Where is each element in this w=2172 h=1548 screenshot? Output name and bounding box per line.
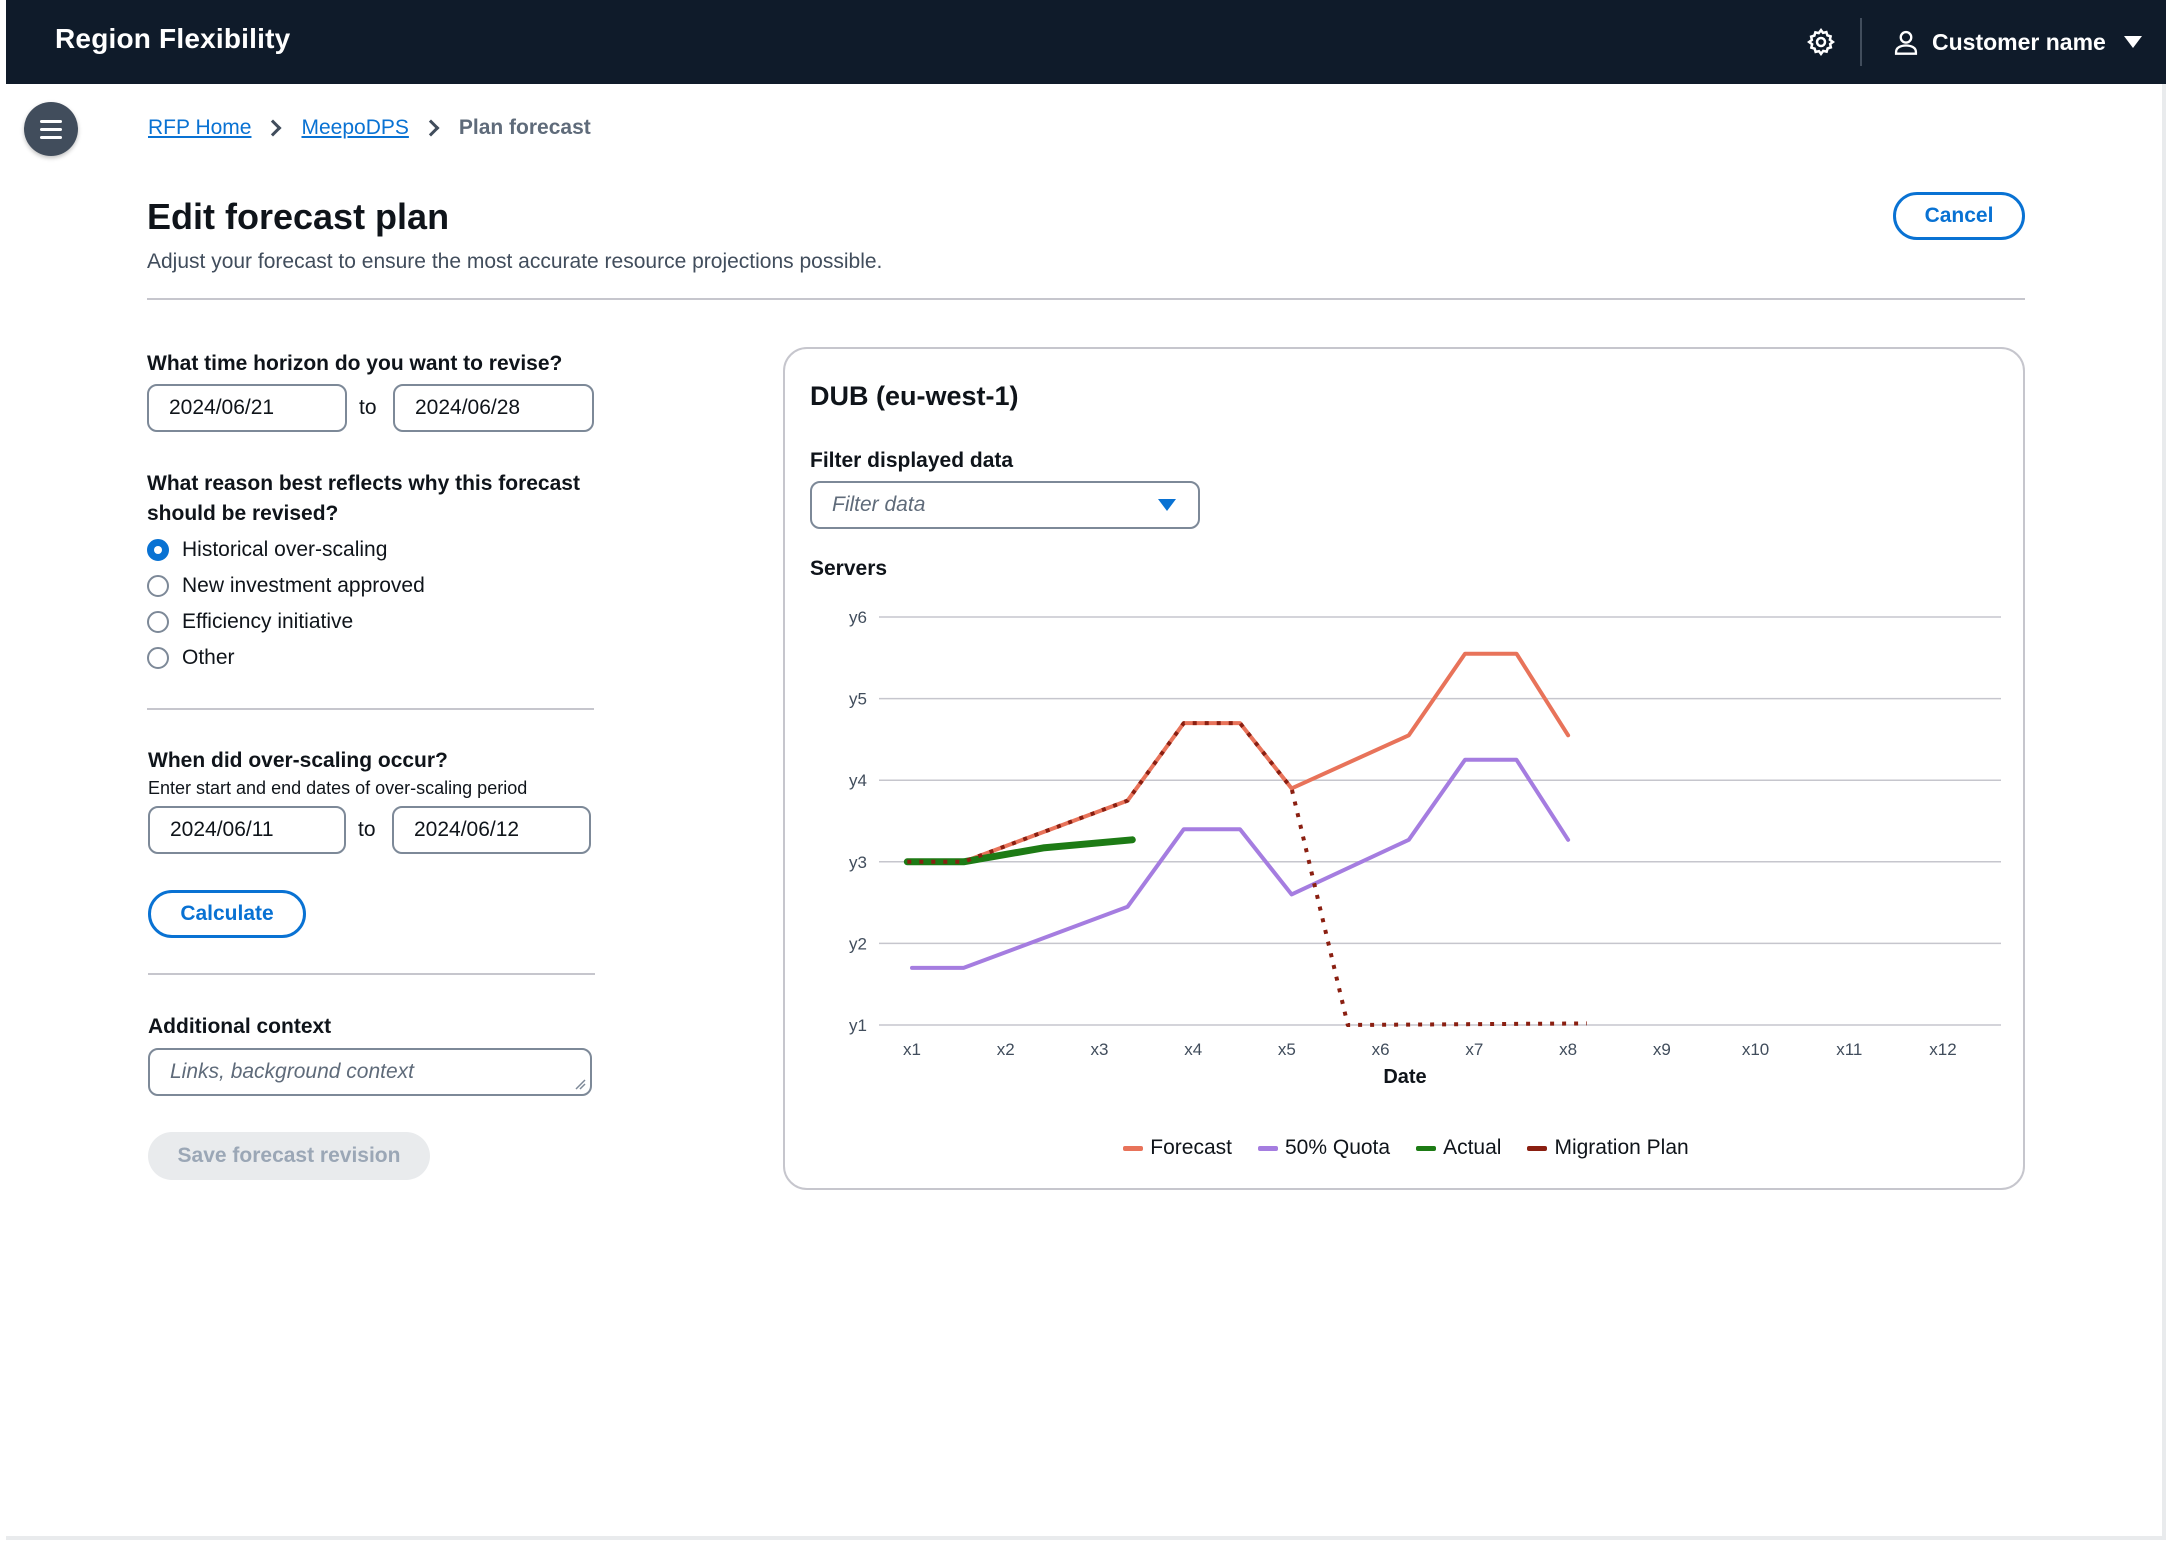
legend-label: Migration Plan xyxy=(1554,1136,1689,1159)
y-tick-label: y2 xyxy=(849,934,867,953)
reason-option-other[interactable]: Other xyxy=(147,646,235,670)
context-label: Additional context xyxy=(148,1015,332,1038)
header-divider xyxy=(147,298,2025,300)
legend-label: Actual xyxy=(1443,1136,1502,1159)
page-title: Edit forecast plan xyxy=(147,196,450,237)
overscaling-hint: Enter start and end dates of over-scalin… xyxy=(148,778,528,798)
legend-swatch xyxy=(1416,1145,1437,1151)
x-tick-label: x9 xyxy=(1653,1040,1671,1059)
top-navigation-bar: Region Flexibility Customer name xyxy=(6,0,2166,84)
chevron-right-icon xyxy=(422,119,440,137)
breadcrumb-link-service[interactable]: MeepoDPS xyxy=(301,116,409,139)
save-forecast-revision-button[interactable]: Save forecast revision xyxy=(148,1132,430,1180)
legend-label: 50% Quota xyxy=(1285,1136,1391,1159)
reason-option-investment[interactable]: New investment approved xyxy=(147,574,425,598)
x-tick-label: x7 xyxy=(1465,1040,1483,1059)
user-name: Customer name xyxy=(1932,28,2106,55)
x-tick-label: x1 xyxy=(903,1040,921,1059)
radio-label: Other xyxy=(182,646,235,669)
legend-item[interactable]: 50% Quota xyxy=(1258,1136,1390,1160)
overscaling-end-date-input[interactable]: 2024/06/12 xyxy=(392,806,591,854)
x-axis-title: Date xyxy=(1383,1066,1426,1088)
caret-down-icon xyxy=(2123,36,2142,48)
horizon-label: What time horizon do you want to revise? xyxy=(147,352,563,375)
series-line-actual xyxy=(903,836,1136,866)
radio-selected-icon[interactable] xyxy=(147,539,169,561)
legend-swatch xyxy=(1527,1145,1548,1151)
x-tick-label: x4 xyxy=(1184,1040,1202,1059)
legend-swatch xyxy=(1258,1145,1278,1151)
legend-item[interactable]: Migration Plan xyxy=(1527,1136,1689,1160)
reason-option-historical[interactable]: Historical over-scaling xyxy=(147,538,387,562)
breadcrumb: RFP Home MeepoDPS Plan forecast xyxy=(148,116,591,140)
app-title: Region Flexibility xyxy=(55,23,291,54)
reason-label-line2: should be revised? xyxy=(147,502,339,525)
line-chart: y1 y2 y3 y4 y5 y6 x1 x2 x3 x4 x5 x6 x7 x8 x9 x10 x11 x12 D… xyxy=(849,608,2001,1088)
series-line-forecast xyxy=(910,651,1571,864)
overscaling-start-date-input[interactable]: 2024/06/11 xyxy=(148,806,346,854)
chart-y-title: Servers xyxy=(810,557,888,580)
x-tick-label: x2 xyxy=(997,1040,1015,1059)
radio-label: Efficiency initiative xyxy=(182,610,354,633)
radio-label: New investment approved xyxy=(182,574,425,597)
radio-label: Historical over-scaling xyxy=(182,538,388,561)
legend-item[interactable]: Forecast xyxy=(1123,1136,1232,1160)
resize-handle-icon[interactable] xyxy=(574,1078,586,1090)
y-tick-label: y1 xyxy=(849,1016,867,1035)
radio-icon[interactable] xyxy=(147,611,169,633)
settings-gear-icon[interactable] xyxy=(1806,27,1836,57)
chart-legend: Forecast 50% Quota Actual Migration Plan xyxy=(785,1136,2027,1160)
overscaling-to-text: to xyxy=(358,818,376,841)
x-tick-label: x3 xyxy=(1090,1040,1108,1059)
x-tick-label: x6 xyxy=(1372,1040,1390,1059)
legend-label: Forecast xyxy=(1150,1136,1232,1159)
horizon-end-date-input[interactable]: 2024/06/28 xyxy=(393,384,594,432)
form-divider xyxy=(148,973,595,975)
user-icon xyxy=(1894,30,1918,55)
topbar-divider xyxy=(1860,18,1862,66)
filter-placeholder: Filter data xyxy=(832,493,926,516)
horizon-to-text: to xyxy=(359,396,377,419)
chart-card: DUB (eu-west-1) Filter displayed data Fi… xyxy=(783,347,2025,1190)
navigation-menu-button[interactable] xyxy=(24,102,78,156)
filter-label: Filter displayed data xyxy=(810,449,1014,472)
series-line-migration-plan xyxy=(907,721,1587,1027)
form-divider xyxy=(147,708,594,710)
y-tick-label: y4 xyxy=(849,771,867,790)
x-tick-label: x10 xyxy=(1742,1040,1769,1059)
filter-data-select[interactable]: Filter data xyxy=(810,481,1200,529)
chevron-right-icon xyxy=(264,119,282,137)
x-tick-label: x12 xyxy=(1929,1040,1956,1059)
page-description: Adjust your forecast to ensure the most … xyxy=(147,250,883,273)
chart-card-title: DUB (eu-west-1) xyxy=(810,381,1019,411)
context-textarea[interactable]: Links, background context xyxy=(148,1048,592,1096)
horizon-start-date-input[interactable]: 2024/06/21 xyxy=(147,384,347,432)
legend-item[interactable]: Actual xyxy=(1416,1136,1501,1160)
caret-down-icon xyxy=(1158,499,1176,511)
y-tick-label: y3 xyxy=(849,853,867,872)
reason-option-efficiency[interactable]: Efficiency initiative xyxy=(147,610,353,634)
reason-label-line1: What reason best reflects why this forec… xyxy=(147,472,580,495)
x-tick-label: x5 xyxy=(1278,1040,1296,1059)
y-tick-label: y6 xyxy=(849,608,867,627)
context-placeholder: Links, background context xyxy=(170,1060,414,1083)
series-line-50-quota xyxy=(910,757,1571,970)
x-tick-label: x11 xyxy=(1836,1040,1862,1059)
user-menu-button[interactable]: Customer name xyxy=(1892,22,2142,62)
calculate-button[interactable]: Calculate xyxy=(148,890,306,938)
overscaling-label: When did over-scaling occur? xyxy=(148,749,448,772)
radio-icon[interactable] xyxy=(147,575,169,597)
y-tick-label: y5 xyxy=(849,690,867,709)
radio-icon[interactable] xyxy=(147,647,169,669)
hamburger-icon xyxy=(40,119,62,139)
x-tick-label: x8 xyxy=(1559,1040,1577,1059)
breadcrumb-link-home[interactable]: RFP Home xyxy=(148,116,252,139)
breadcrumb-current: Plan forecast xyxy=(458,116,591,139)
cancel-button[interactable]: Cancel xyxy=(1893,192,2025,240)
legend-swatch xyxy=(1123,1145,1144,1151)
